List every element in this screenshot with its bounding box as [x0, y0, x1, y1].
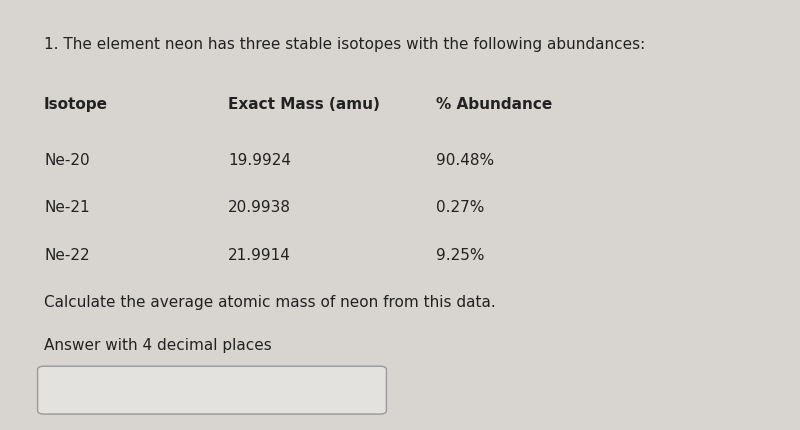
Text: 20.9938: 20.9938 — [228, 200, 291, 215]
Text: Ne-20: Ne-20 — [44, 153, 90, 168]
FancyBboxPatch shape — [38, 366, 386, 414]
Text: Ne-22: Ne-22 — [44, 247, 90, 262]
Text: Ne-21: Ne-21 — [44, 200, 90, 215]
Text: 1. The element neon has three stable isotopes with the following abundances:: 1. The element neon has three stable iso… — [44, 37, 646, 52]
Text: Exact Mass (amu): Exact Mass (amu) — [228, 97, 380, 112]
Text: Calculate the average atomic mass of neon from this data.: Calculate the average atomic mass of neo… — [44, 295, 496, 310]
Text: 21.9914: 21.9914 — [228, 247, 291, 262]
Text: 19.9924: 19.9924 — [228, 153, 291, 168]
Text: % Abundance: % Abundance — [436, 97, 552, 112]
Text: 90.48%: 90.48% — [436, 153, 494, 168]
Text: Isotope: Isotope — [44, 97, 108, 112]
Text: 0.27%: 0.27% — [436, 200, 484, 215]
Text: 9.25%: 9.25% — [436, 247, 485, 262]
Text: Answer with 4 decimal places: Answer with 4 decimal places — [44, 338, 272, 353]
